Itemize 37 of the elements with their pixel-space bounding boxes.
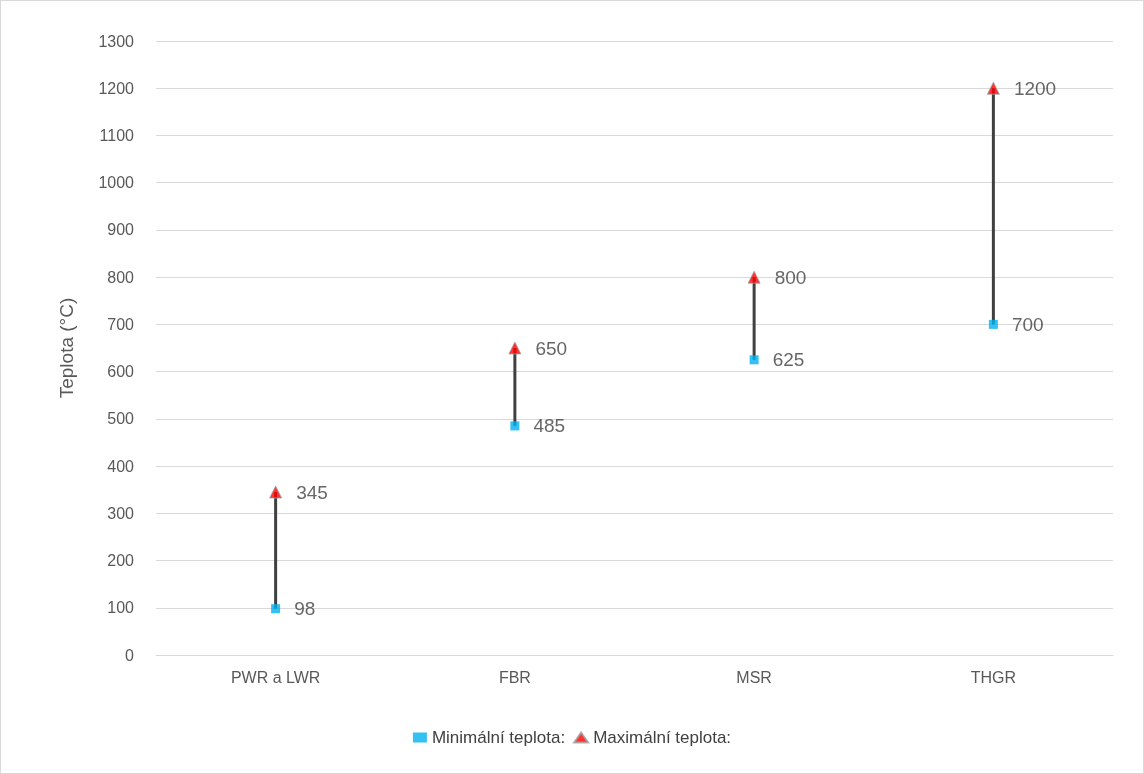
y-tick-label: 100 (107, 599, 135, 617)
y-tick-label: 1000 (98, 174, 135, 192)
y-axis-title: Teplota (°C) (56, 297, 77, 399)
y-tick-label: 1300 (98, 32, 135, 50)
legend-label: Maximální teplota: (593, 728, 732, 747)
x-tick-label: MSR (736, 668, 772, 686)
y-tick-label: 700 (107, 315, 135, 333)
x-tick-label: THGR (970, 668, 1017, 686)
data-label: 700 (1011, 313, 1044, 335)
point (988, 319, 998, 329)
point (271, 604, 281, 614)
point (749, 355, 759, 365)
y-tick-label: 800 (107, 268, 135, 286)
point (508, 341, 522, 355)
point (747, 270, 761, 284)
point (269, 485, 283, 499)
data-label: 1200 (1013, 77, 1057, 99)
legend-label: Minimální teplota: (431, 728, 566, 747)
y-tick-label: 600 (107, 363, 135, 381)
y-tick-label: 500 (107, 410, 135, 428)
y-tick-label: 1100 (99, 126, 135, 144)
data-label: 625 (772, 349, 805, 371)
data-label: 485 (533, 415, 566, 437)
data-label: 800 (774, 266, 807, 288)
y-tick-label: 300 (107, 504, 135, 522)
x-tick-label: PWR a LWR (230, 668, 321, 686)
y-tick-label: 0 (125, 646, 135, 664)
y-tick-label: 400 (107, 457, 135, 475)
point (986, 81, 1000, 95)
data-label: 650 (535, 337, 568, 359)
y-tick-label: 1200 (98, 79, 135, 97)
y-tick-label: 900 (107, 221, 135, 239)
y-tick-label: 200 (107, 552, 135, 570)
data-label: 345 (296, 481, 328, 503)
point (510, 421, 520, 431)
data-label: 98 (294, 598, 316, 620)
x-tick-label: FBR (498, 668, 531, 686)
